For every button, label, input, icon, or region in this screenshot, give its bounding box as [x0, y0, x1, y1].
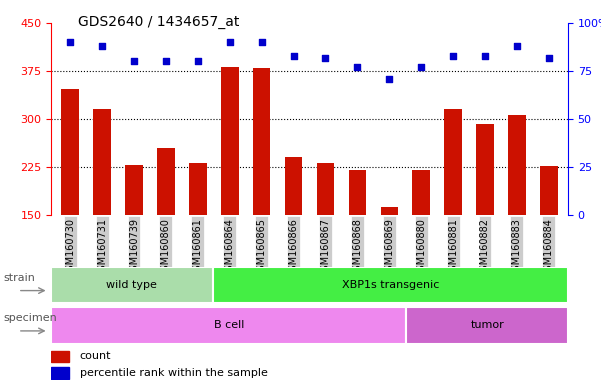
Bar	[51, 307, 406, 344]
Point	[385, 76, 394, 82]
Bar	[125, 165, 143, 311]
Point	[512, 43, 522, 49]
Point	[288, 53, 298, 59]
Point	[161, 58, 171, 65]
Text: wild type: wild type	[106, 280, 157, 290]
Bar	[253, 68, 270, 311]
Point	[321, 55, 331, 61]
Point	[257, 39, 266, 45]
Bar	[51, 367, 69, 379]
Bar	[317, 162, 334, 311]
Bar	[213, 267, 568, 303]
Point	[448, 53, 458, 59]
Point	[480, 53, 490, 59]
Bar	[285, 157, 302, 311]
Point	[129, 58, 139, 65]
Bar	[51, 351, 69, 362]
Bar	[221, 66, 239, 311]
Bar	[412, 170, 430, 311]
Text: specimen: specimen	[3, 313, 56, 323]
Point	[66, 39, 75, 45]
Point	[225, 39, 234, 45]
Point	[544, 55, 554, 61]
Bar	[476, 124, 494, 311]
Bar	[51, 267, 213, 303]
Bar	[508, 114, 526, 311]
Text: B cell: B cell	[213, 320, 244, 331]
Bar	[540, 166, 558, 311]
Text: GDS2640 / 1434657_at: GDS2640 / 1434657_at	[78, 15, 240, 29]
Text: tumor: tumor	[471, 320, 504, 331]
Point	[193, 58, 203, 65]
Point	[97, 43, 107, 49]
Bar	[349, 170, 366, 311]
Bar	[444, 109, 462, 311]
Bar	[157, 148, 175, 311]
Bar	[189, 162, 207, 311]
Bar	[93, 109, 111, 311]
Text: percentile rank within the sample: percentile rank within the sample	[79, 368, 267, 378]
Bar	[380, 207, 398, 311]
Text: XBP1s transgenic: XBP1s transgenic	[341, 280, 439, 290]
Text: strain: strain	[3, 273, 35, 283]
Point	[416, 64, 426, 70]
Text: count: count	[79, 351, 111, 361]
Bar	[61, 89, 79, 311]
Point	[353, 64, 362, 70]
Bar	[406, 307, 568, 344]
